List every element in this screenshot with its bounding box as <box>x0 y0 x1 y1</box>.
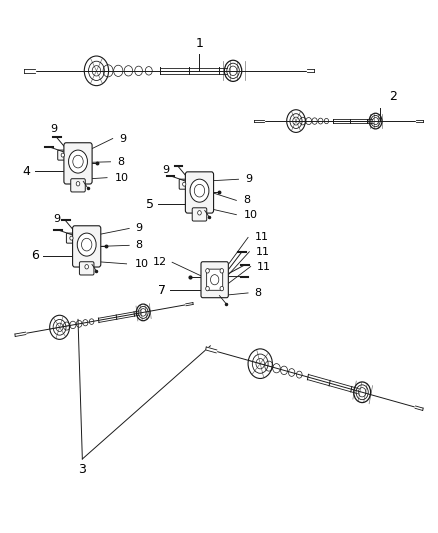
Text: 8: 8 <box>117 157 124 167</box>
Polygon shape <box>416 120 423 122</box>
Text: 10: 10 <box>244 209 258 220</box>
FancyBboxPatch shape <box>71 179 85 192</box>
Text: 4: 4 <box>22 165 30 178</box>
FancyBboxPatch shape <box>79 262 94 275</box>
Text: 9: 9 <box>245 174 252 184</box>
Text: 7: 7 <box>158 284 166 297</box>
Text: 10: 10 <box>134 259 148 269</box>
FancyBboxPatch shape <box>179 179 189 189</box>
Circle shape <box>198 211 201 215</box>
Circle shape <box>77 233 96 256</box>
Circle shape <box>76 182 80 186</box>
Circle shape <box>220 269 224 273</box>
Text: 11: 11 <box>256 247 270 257</box>
Text: 9: 9 <box>53 214 60 224</box>
Text: 11: 11 <box>254 232 268 243</box>
Text: 10: 10 <box>115 173 129 183</box>
Circle shape <box>206 269 209 273</box>
Polygon shape <box>206 347 217 353</box>
Text: 6: 6 <box>31 249 39 262</box>
Text: 12: 12 <box>153 257 167 267</box>
Circle shape <box>70 236 73 240</box>
Circle shape <box>183 182 186 186</box>
Text: 8: 8 <box>136 240 143 251</box>
Text: 9: 9 <box>162 165 169 175</box>
Circle shape <box>206 286 209 291</box>
Text: 9: 9 <box>50 124 58 134</box>
Polygon shape <box>415 406 423 410</box>
Text: 5: 5 <box>146 198 154 211</box>
Text: 9: 9 <box>119 134 126 143</box>
FancyBboxPatch shape <box>185 172 214 213</box>
Polygon shape <box>307 69 314 72</box>
Polygon shape <box>254 120 264 122</box>
Circle shape <box>69 150 88 173</box>
Text: 2: 2 <box>389 90 397 102</box>
Text: 8: 8 <box>243 196 250 205</box>
FancyBboxPatch shape <box>73 226 101 267</box>
Polygon shape <box>15 332 26 336</box>
FancyBboxPatch shape <box>192 208 207 221</box>
Polygon shape <box>186 303 193 306</box>
FancyBboxPatch shape <box>201 262 228 298</box>
FancyBboxPatch shape <box>67 233 77 243</box>
Text: 11: 11 <box>257 262 271 271</box>
Polygon shape <box>24 69 35 72</box>
Text: 3: 3 <box>78 463 86 476</box>
Text: 8: 8 <box>254 288 261 298</box>
Circle shape <box>190 179 209 202</box>
Circle shape <box>220 286 224 291</box>
FancyBboxPatch shape <box>207 269 223 290</box>
Text: 9: 9 <box>136 223 143 233</box>
Circle shape <box>85 264 88 269</box>
Text: 1: 1 <box>195 37 203 50</box>
FancyBboxPatch shape <box>64 143 92 184</box>
FancyBboxPatch shape <box>58 150 68 160</box>
Circle shape <box>61 153 64 157</box>
